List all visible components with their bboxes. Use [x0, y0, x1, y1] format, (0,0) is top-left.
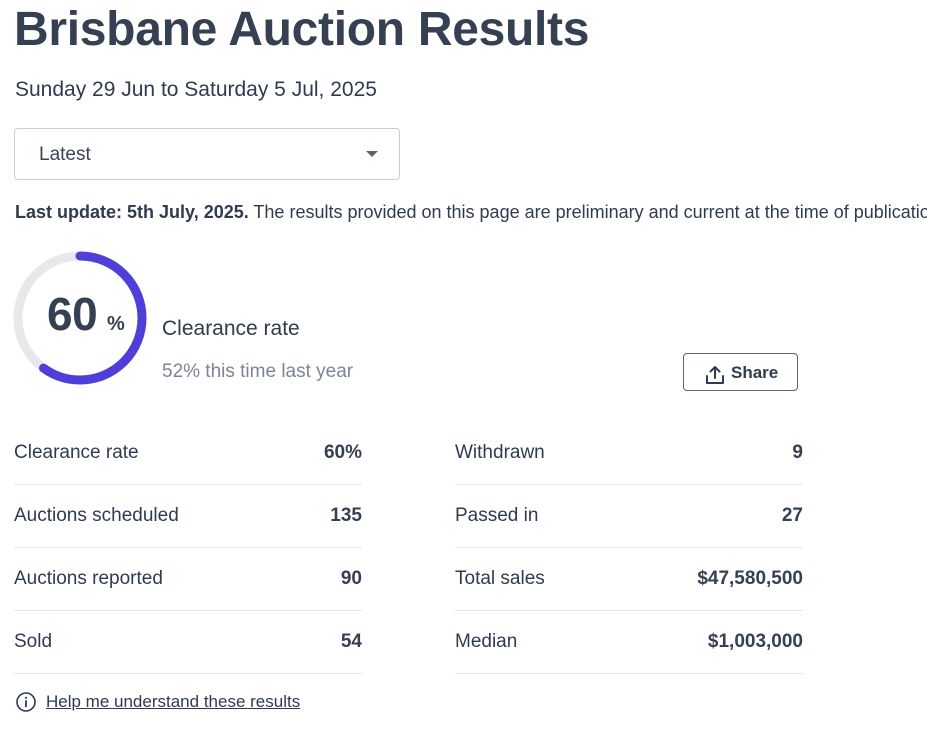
help-link-label[interactable]: Help me understand these results — [46, 692, 301, 711]
clearance-gauge — [12, 250, 148, 386]
stat-row-median: Median $1,003,000 — [455, 611, 803, 674]
last-update-date: Last update: 5th July, 2025. — [15, 202, 249, 222]
last-year-comparison: 52% this time last year — [162, 361, 354, 382]
stat-row-auctions-reported: Auctions reported 90 — [14, 548, 362, 611]
stat-row-auctions-scheduled: Auctions scheduled 135 — [14, 485, 362, 548]
stat-row-total-sales: Total sales $47,580,500 — [455, 548, 803, 611]
upload-icon — [706, 366, 724, 384]
stat-value: 135 — [330, 505, 362, 526]
gauge-unit: % — [107, 313, 125, 335]
stat-label: Auctions reported — [14, 568, 163, 589]
stat-row-passed-in: Passed in 27 — [455, 485, 803, 548]
stat-label: Withdrawn — [455, 442, 545, 463]
stat-value: $47,580,500 — [697, 568, 803, 589]
share-button[interactable]: Share — [683, 353, 798, 391]
caret-down-icon — [366, 151, 378, 157]
stat-row-withdrawn: Withdrawn 9 — [455, 422, 803, 485]
stat-label: Sold — [14, 631, 53, 652]
stats-table-left: Clearance rate 60% Auctions scheduled 13… — [14, 422, 362, 674]
date-range: Sunday 29 Jun to Saturday 5 Jul, 2025 — [15, 78, 377, 101]
share-button-label: Share — [731, 363, 779, 382]
stat-value: 9 — [792, 442, 803, 463]
stat-value: 27 — [781, 505, 803, 526]
stats-table-right: Withdrawn 9 Passed in 27 Total sales $47… — [455, 422, 803, 674]
stat-label: Passed in — [455, 505, 539, 526]
stat-value: 90 — [340, 568, 362, 589]
stat-row-sold: Sold 54 — [14, 611, 362, 674]
period-dropdown[interactable]: Latest — [14, 128, 400, 180]
stat-value: 60% — [323, 442, 362, 463]
stat-value: $1,003,000 — [707, 631, 803, 652]
clearance-rate-label: Clearance rate — [162, 317, 300, 340]
stat-label: Auctions scheduled — [14, 505, 179, 526]
stat-label: Total sales — [455, 568, 545, 589]
stat-row-clearance-rate: Clearance rate 60% — [14, 422, 362, 485]
period-dropdown-value: Latest — [39, 144, 91, 165]
stat-label: Clearance rate — [14, 442, 139, 463]
stat-label: Median — [455, 631, 518, 652]
info-icon — [16, 692, 36, 712]
gauge-arc — [13, 251, 147, 385]
page-title: Brisbane Auction Results — [14, 3, 590, 56]
last-update-notice: Last update: 5th July, 2025. The results… — [15, 202, 927, 223]
last-update-text: The results provided on this page are pr… — [248, 202, 927, 222]
stat-value: 54 — [340, 631, 362, 652]
gauge-value: 60 — [47, 288, 98, 340]
